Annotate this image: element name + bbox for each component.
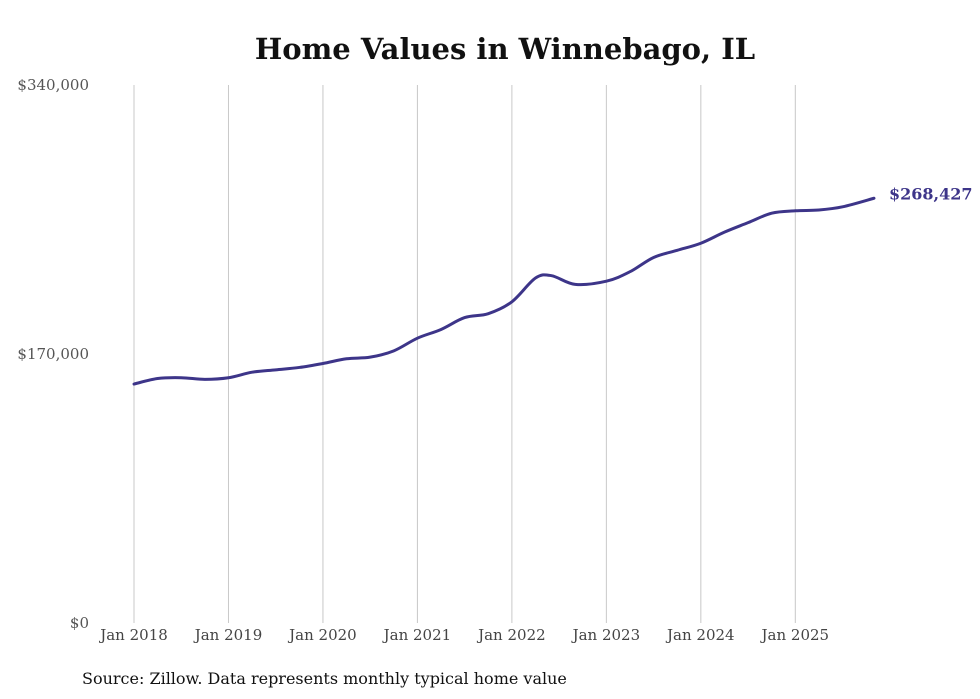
- x-axis-tick-labels: Jan 2018 Jan 2019 Jan 2020 Jan 2021 Jan 2022…: [98, 626, 829, 644]
- end-value-label: $268,427: [889, 184, 973, 203]
- grid-lines: [133, 85, 796, 623]
- y-tick-label: $170,000: [17, 345, 89, 363]
- series-layer: $268,427: [132, 184, 973, 386]
- x-tick-label: Jan 2020: [287, 626, 357, 644]
- x-tick-label: Jan 2019: [193, 626, 263, 644]
- x-tick-label: Jan 2021: [382, 626, 452, 644]
- chart-title: Home Values in Winnebago, IL: [255, 32, 755, 66]
- series-line: [132, 196, 876, 386]
- y-axis-tick-labels: $340,000 $170,000 $0: [17, 76, 89, 632]
- x-tick-label: Jan 2023: [571, 626, 641, 644]
- x-tick-label: Jan 2024: [665, 626, 735, 644]
- x-tick-label: Jan 2018: [98, 626, 168, 644]
- x-tick-label: Jan 2022: [476, 626, 546, 644]
- source-note: Source: Zillow. Data represents monthly …: [82, 669, 567, 688]
- y-tick-label: $0: [70, 614, 89, 632]
- x-tick-label: Jan 2025: [760, 626, 830, 644]
- y-tick-label: $340,000: [17, 76, 89, 94]
